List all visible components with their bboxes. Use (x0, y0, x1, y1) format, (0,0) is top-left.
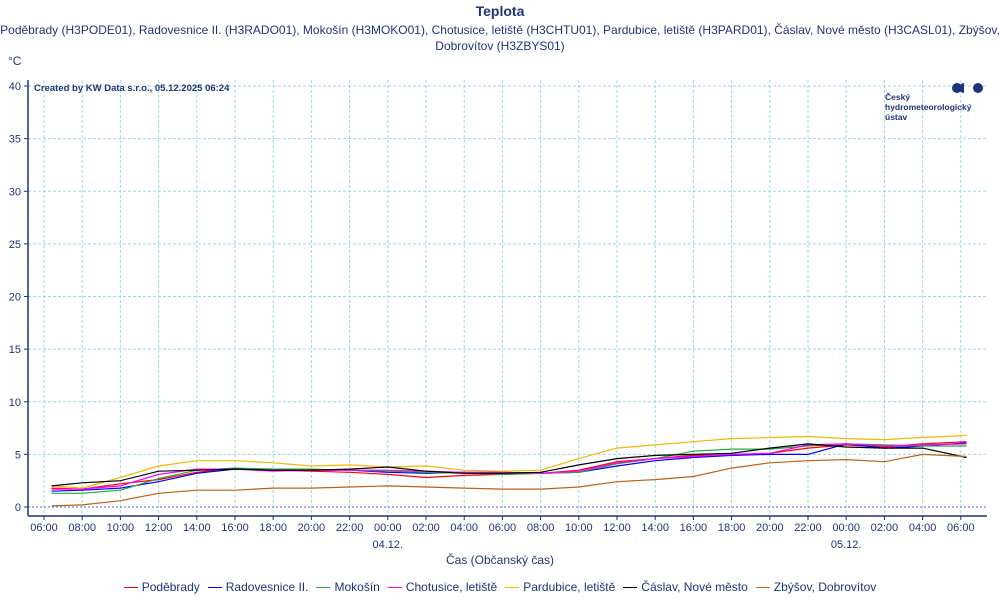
y-tick-label: 0 (15, 502, 21, 514)
legend-swatch (207, 587, 222, 589)
y-tick-label: 10 (9, 397, 21, 409)
legend-swatch (623, 587, 638, 589)
date-label: 04.12. (373, 539, 404, 551)
credit-text: Created by KW Data s.r.o., 05.12.2025 06… (34, 83, 230, 94)
x-tick-label: 00:00 (374, 522, 402, 534)
logo-line: hydrometeorologický (885, 102, 972, 112)
legend-label: Čáslav, Nové město (641, 580, 748, 594)
legend-label: Mokošín (334, 580, 380, 594)
x-tick-label: 20:00 (756, 522, 784, 534)
x-tick-label: 06:00 (947, 522, 975, 534)
x-tick-label: 16:00 (221, 522, 249, 534)
x-tick-label: 08:00 (527, 522, 555, 534)
x-tick-label: 08:00 (68, 522, 96, 534)
legend-swatch (123, 587, 138, 589)
series-line-moko-n (51, 443, 967, 494)
x-tick-label: 00:00 (832, 522, 860, 534)
legend-swatch (505, 587, 520, 589)
series-line-zb-ov-dobrov-tov (51, 453, 967, 507)
series-line-pardubice-leti-t- (51, 434, 967, 489)
legend-swatch (387, 587, 402, 589)
date-label: 05.12. (831, 539, 862, 551)
x-tick-label: 18:00 (259, 522, 287, 534)
x-axis-title: Čas (Občanský čas) (445, 553, 555, 567)
x-tick-label: 06:00 (30, 522, 58, 534)
x-tick-label: 22:00 (336, 522, 364, 534)
y-tick-label: 40 (9, 81, 21, 93)
legend-label: Pardubice, letiště (523, 580, 616, 594)
series-line-radovesnice-ii- (51, 442, 967, 492)
logo-text: Český hydrometeorologický ústav (885, 92, 971, 122)
legend-label: Poděbrady (141, 580, 200, 594)
x-tick-label: 10:00 (107, 522, 135, 534)
x-tick-label: 20:00 (298, 522, 326, 534)
logo-line: Český (885, 92, 911, 102)
series-line--slav-nov-m-sto (51, 443, 967, 487)
y-tick-label: 25 (9, 239, 21, 251)
legend-label: Radovesnice II. (225, 580, 309, 594)
chart-title: Teplota (475, 3, 525, 19)
y-tick-label: 20 (9, 292, 21, 304)
x-tick-label: 16:00 (680, 522, 708, 534)
y-tick-label: 35 (9, 134, 21, 146)
legend-label: Zbýšov, Dobrovítov (773, 580, 877, 594)
x-tick-label: 04:00 (909, 522, 937, 534)
y-tick-label: 5 (15, 449, 21, 461)
legend-swatch (316, 587, 331, 589)
series-line-chotusice-leti-t- (51, 443, 967, 490)
legend: Poděbrady Radovesnice II. Mokošín Chotusice… (0, 580, 1000, 594)
x-tick-label: 12:00 (145, 522, 173, 534)
x-tick-label: 14:00 (183, 522, 211, 534)
legend-item: Zbýšov, Dobrovítov (755, 580, 877, 594)
legend-item: Poděbrady (123, 580, 200, 594)
chart-subtitle: Poděbrady (H3PODE01), Radovesnice II. (H… (0, 23, 1000, 53)
x-tick-label: 18:00 (718, 522, 746, 534)
x-tick-label: 22:00 (794, 522, 822, 534)
logo-line: ústav (885, 112, 908, 122)
y-tick-label: 15 (9, 344, 21, 356)
x-tick-label: 04:00 (450, 522, 478, 534)
x-tick-label: 02:00 (871, 522, 899, 534)
legend-item: Čáslav, Nové město (623, 580, 748, 594)
x-tick-label: 14:00 (641, 522, 669, 534)
x-tick-label: 02:00 (412, 522, 440, 534)
legend-swatch (755, 587, 770, 589)
y-axis-unit: °C (8, 54, 22, 68)
logo-mark-icon (952, 83, 983, 93)
x-tick-label: 12:00 (603, 522, 631, 534)
legend-item: Chotusice, letiště (387, 580, 498, 594)
legend-item: Radovesnice II. (207, 580, 309, 594)
y-tick-label: 30 (9, 186, 21, 198)
x-tick-label: 10:00 (565, 522, 593, 534)
x-tick-label: 06:00 (489, 522, 517, 534)
legend-label: Chotusice, letiště (405, 580, 498, 594)
legend-item: Mokošín (316, 580, 380, 594)
legend-item: Pardubice, letiště (505, 580, 615, 594)
